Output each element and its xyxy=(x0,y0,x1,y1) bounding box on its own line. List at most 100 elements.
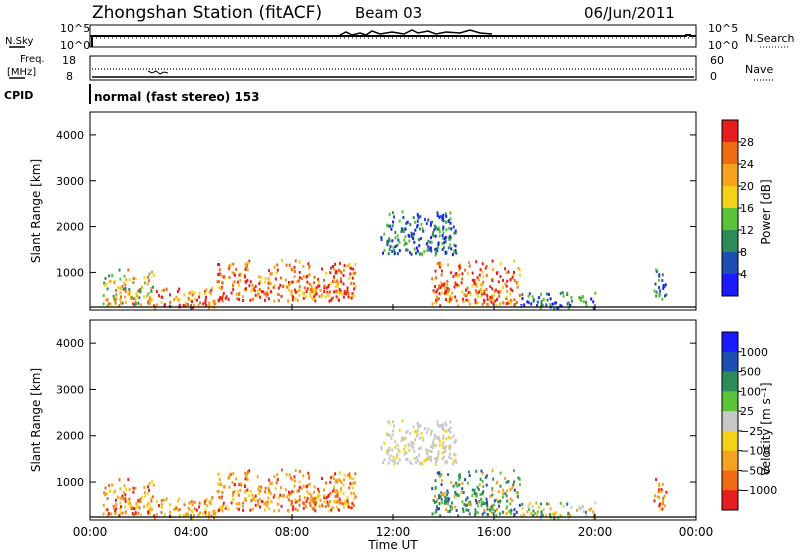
scatter-cell xyxy=(228,264,231,268)
scatter-cell xyxy=(450,271,453,275)
scatter-cell xyxy=(241,505,244,508)
scatter-cell xyxy=(451,462,454,466)
noise-ytick-bottom-right: 10^0 xyxy=(708,39,738,52)
scatter-cell xyxy=(444,291,447,295)
scatter-cell xyxy=(505,271,508,275)
scatter-cell xyxy=(131,505,134,509)
scatter-cell xyxy=(413,450,416,454)
scatter-cell xyxy=(285,263,288,267)
scatter-cell xyxy=(232,284,234,288)
scatter-cell xyxy=(441,501,444,505)
scatter-cell xyxy=(453,231,456,235)
scatter-cell xyxy=(513,259,516,263)
scatter-cell xyxy=(414,220,417,224)
scatter-cell xyxy=(540,292,542,296)
scatter-cell xyxy=(105,492,108,496)
scatter-cell xyxy=(454,492,457,496)
scatter-cell xyxy=(288,281,290,284)
scatter-cell xyxy=(340,271,343,275)
xtick-label: 20:00 xyxy=(578,525,613,539)
scatter-cell xyxy=(442,455,445,459)
scatter-cell xyxy=(452,225,455,229)
scatter-cell xyxy=(218,490,220,493)
scatter-cell xyxy=(218,280,220,284)
scatter-cell xyxy=(476,511,479,515)
scatter-cell xyxy=(434,462,437,466)
scatter-cell xyxy=(489,494,492,498)
scatter-cell xyxy=(454,249,457,252)
scatter-cell xyxy=(151,285,154,289)
scatter-cell xyxy=(391,433,394,437)
scatter-cell xyxy=(287,288,290,292)
scatter-cell xyxy=(354,495,357,499)
scatter-cell xyxy=(502,488,504,492)
scatter-cell xyxy=(490,510,493,514)
scatter-cell xyxy=(312,507,315,511)
scatter-cell xyxy=(417,216,420,220)
scatter-cell xyxy=(153,516,156,520)
scatter-cell xyxy=(431,220,434,224)
scatter-cell xyxy=(330,298,333,302)
scatter-cell xyxy=(418,238,420,242)
scatter-cell xyxy=(506,289,509,293)
scatter-cell xyxy=(430,458,433,462)
scatter-cell xyxy=(103,491,106,495)
scatter-cell xyxy=(176,499,179,503)
scatter-cell xyxy=(569,303,572,307)
nave-label: Nave xyxy=(745,63,773,76)
scatter-cell xyxy=(394,231,397,234)
scatter-cell xyxy=(458,266,461,270)
scatter-cell xyxy=(293,479,296,483)
scatter-cell xyxy=(430,240,433,244)
colorbar-frame xyxy=(721,331,739,511)
scatter-cell xyxy=(458,483,461,487)
scatter-cell xyxy=(562,504,565,508)
scatter-cell xyxy=(665,293,668,297)
scatter-cell xyxy=(419,436,421,440)
scatter-cell xyxy=(339,289,342,293)
scatter-cell xyxy=(423,250,426,253)
scatter-cell xyxy=(289,492,292,496)
scatter-cell xyxy=(193,500,196,504)
scatter-cell xyxy=(305,484,308,488)
scatter-cell xyxy=(238,273,241,277)
scatter-cell xyxy=(506,295,508,299)
scatter-cell xyxy=(155,303,158,307)
scatter-cell xyxy=(134,511,137,515)
colorbar-swatch xyxy=(722,470,738,491)
scatter-cell xyxy=(441,443,444,447)
scatter-cell xyxy=(509,301,512,305)
scatter-cell xyxy=(346,473,349,477)
scatter-cell xyxy=(112,504,115,508)
scatter-cell xyxy=(412,441,415,445)
colorbar-swatch xyxy=(722,186,738,209)
date-label: 06/Jun/2011 xyxy=(584,4,675,22)
scatter-cell xyxy=(267,491,270,495)
scatter-cell xyxy=(468,302,471,306)
colorbar-swatch xyxy=(722,411,738,432)
scatter-cell xyxy=(482,485,485,489)
scatter-cell xyxy=(184,304,187,308)
x-axis-label: Time UT xyxy=(367,538,418,552)
scatter-cell xyxy=(334,280,337,284)
scatter-cell xyxy=(491,469,494,473)
scatter-cell xyxy=(205,288,208,292)
scatter-cell xyxy=(182,303,185,307)
scatter-cell xyxy=(119,297,122,301)
scatter-cell xyxy=(398,450,401,454)
scatter-cell xyxy=(296,489,299,493)
scatter-cell xyxy=(275,481,278,485)
scatter-cell xyxy=(471,284,474,288)
scatter-cell xyxy=(342,295,345,299)
scatter-cell xyxy=(505,302,508,306)
scatter-cell xyxy=(335,269,338,273)
scatter-cell xyxy=(195,298,198,302)
scatter-cell xyxy=(292,295,295,299)
scatter-cell xyxy=(473,491,476,495)
scatter-cell xyxy=(481,262,484,266)
scatter-cell xyxy=(302,484,305,488)
scatter-cell xyxy=(280,504,283,508)
scatter-cell xyxy=(474,300,477,304)
scatter-cell xyxy=(256,289,259,293)
scatter-cell xyxy=(150,499,153,503)
